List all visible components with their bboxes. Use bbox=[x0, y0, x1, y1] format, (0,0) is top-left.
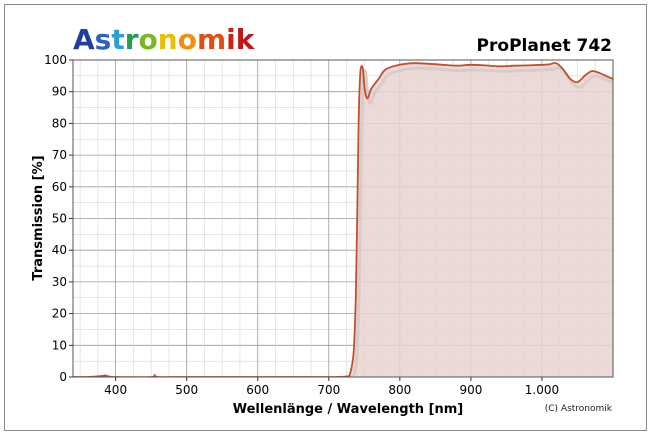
y-tick-label: 80 bbox=[52, 116, 67, 130]
x-axis-label: Wellenlänge / Wavelength [nm] bbox=[233, 402, 464, 417]
logo-letter: t bbox=[111, 23, 124, 56]
logo-letter: i bbox=[226, 23, 236, 56]
logo-letter: k bbox=[236, 23, 256, 56]
transmission-area bbox=[73, 62, 613, 377]
logo-letter: n bbox=[158, 23, 178, 56]
y-tick-label: 70 bbox=[52, 148, 67, 162]
logo-letter: m bbox=[197, 23, 226, 56]
y-axis-label: Transmission [%] bbox=[31, 155, 46, 280]
x-tick-label: 900 bbox=[459, 383, 482, 397]
y-tick-label: 10 bbox=[52, 338, 67, 352]
credit-text: (C) Astronomik bbox=[545, 404, 613, 414]
y-tick-label: 60 bbox=[52, 180, 67, 194]
y-tick-label: 50 bbox=[52, 212, 67, 226]
x-tick-label: 400 bbox=[104, 383, 127, 397]
x-tick-label: 800 bbox=[388, 383, 411, 397]
x-tick-label: 600 bbox=[246, 383, 269, 397]
y-tick-label: 30 bbox=[52, 275, 67, 289]
logo-letter: r bbox=[125, 23, 139, 56]
y-tick-label: 100 bbox=[44, 53, 67, 67]
logo-letter: A bbox=[73, 23, 95, 56]
x-tick-label: 500 bbox=[175, 383, 198, 397]
astronomik-logo: Astronomik bbox=[73, 23, 256, 56]
chart-title: ProPlanet 742 bbox=[477, 36, 612, 56]
x-tick-label: 1.000 bbox=[525, 383, 559, 397]
x-tick-label: 700 bbox=[317, 383, 340, 397]
y-tick-label: 90 bbox=[52, 85, 67, 99]
logo-letter: s bbox=[95, 23, 112, 56]
curve-shadow bbox=[352, 66, 613, 377]
y-tick-label: 40 bbox=[52, 243, 67, 257]
y-tick-label: 20 bbox=[52, 307, 67, 321]
logo-letter: o bbox=[178, 23, 197, 56]
logo-letter: o bbox=[139, 23, 158, 56]
y-tick-label: 0 bbox=[59, 370, 67, 384]
